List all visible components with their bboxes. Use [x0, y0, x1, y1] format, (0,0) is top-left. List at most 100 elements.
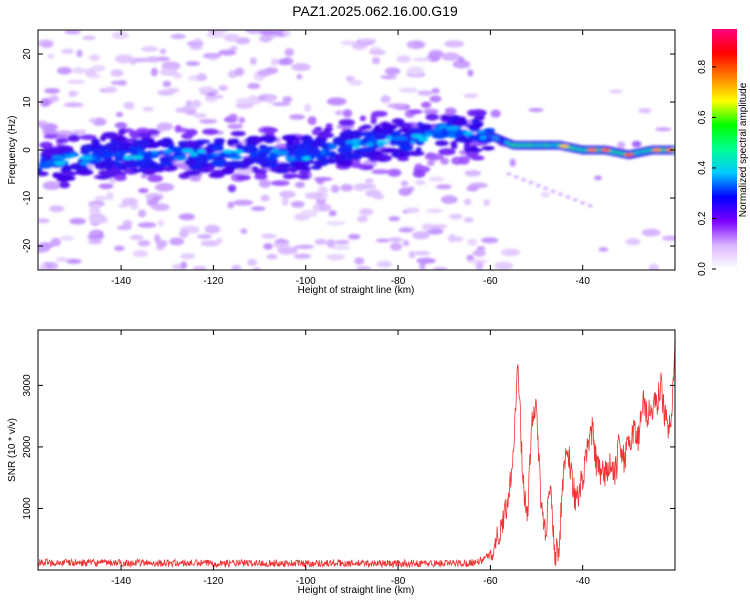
snr-series-line — [38, 331, 675, 569]
heatmap-cell — [417, 90, 433, 96]
heatmap-cell — [140, 174, 148, 179]
heatmap-cell — [361, 151, 376, 158]
heatmap-cell — [521, 178, 527, 182]
heatmap-cell — [240, 228, 248, 234]
heatmap-cell — [38, 120, 48, 127]
spectrogram-y-tick-label: 0 — [22, 147, 33, 153]
heatmap-cell — [348, 233, 361, 240]
heatmap-cell — [145, 56, 161, 63]
heatmap-cell — [400, 180, 409, 187]
heatmap-cell — [376, 260, 393, 268]
heatmap-cell — [445, 126, 461, 131]
snr-x-tick-label: -100 — [296, 576, 316, 587]
heatmap-cell — [304, 103, 312, 113]
heatmap-cell — [179, 229, 189, 238]
heatmap-cell — [189, 44, 203, 50]
heatmap-cell — [142, 106, 154, 112]
heatmap-cell — [416, 257, 436, 264]
heatmap-cell — [351, 42, 368, 50]
heatmap-cell — [389, 138, 397, 146]
heatmap-cell — [38, 218, 50, 224]
heatmap-cell — [464, 141, 471, 150]
heatmap-cell — [197, 234, 212, 239]
heatmap-cell — [41, 129, 59, 135]
heatmap-cell — [236, 174, 251, 181]
heatmap-cell — [132, 249, 149, 258]
heatmap-cell — [359, 208, 374, 216]
heatmap-cell — [64, 30, 82, 35]
heatmap-cell — [476, 130, 487, 135]
heatmap-cell — [304, 192, 324, 200]
heatmap-cell — [197, 149, 206, 154]
heatmap-cell — [88, 54, 101, 62]
spectrogram-x-tick-label: -120 — [203, 276, 223, 287]
heatmap-cell — [137, 131, 152, 139]
heatmap-cell — [399, 124, 413, 129]
heatmap-cell — [250, 206, 266, 212]
heatmap-cell — [238, 116, 246, 124]
heatmap-cell — [170, 33, 186, 40]
heatmap-cell — [204, 224, 221, 234]
heatmap-cell — [208, 172, 225, 179]
heatmap-cell — [580, 201, 586, 205]
heatmap-cell — [361, 124, 373, 130]
heatmap-cell — [413, 57, 432, 62]
heatmap-cell — [387, 168, 402, 177]
heatmap-cell — [60, 235, 75, 241]
heatmap-cell — [543, 186, 549, 190]
heatmap-cell — [136, 127, 150, 133]
heatmap-cell — [598, 247, 609, 252]
heatmap-cell — [481, 145, 495, 151]
heatmap-cell — [281, 134, 298, 141]
heatmap-cell — [105, 142, 119, 150]
heatmap-cell — [151, 150, 159, 155]
heatmap-cell — [162, 80, 172, 88]
heatmap-cell — [291, 63, 311, 72]
heatmap-cell — [311, 128, 319, 136]
heatmap-cell — [352, 144, 360, 149]
heatmap-cell — [257, 151, 269, 158]
heatmap-cell — [152, 203, 170, 212]
heatmap-cell — [326, 253, 345, 261]
heatmap-cell — [103, 133, 118, 139]
heatmap-cell — [406, 66, 424, 76]
heatmap-cell — [265, 95, 275, 104]
heatmap-cell — [88, 118, 96, 123]
heatmap-cell — [228, 113, 238, 120]
heatmap-cell — [638, 107, 652, 114]
snr-x-tick-label: -80 — [391, 576, 406, 587]
heatmap-cell — [370, 118, 377, 125]
heatmap-cell — [334, 153, 345, 162]
heatmap-cell — [82, 35, 96, 41]
heatmap-cell — [357, 215, 369, 223]
heatmap-cell — [325, 221, 346, 226]
heatmap-cell — [558, 192, 564, 196]
heatmap-cell — [481, 237, 499, 244]
heatmap-cell — [286, 156, 297, 161]
heatmap-cell — [265, 156, 277, 161]
heatmap-cell — [113, 174, 127, 182]
heatmap-cell — [426, 208, 444, 213]
heatmap-cell — [388, 237, 403, 242]
snr-y-tick-label: 1000 — [22, 497, 33, 520]
heatmap-cell — [454, 137, 472, 143]
heatmap-cell — [263, 243, 273, 250]
heatmap-cell — [202, 128, 219, 135]
heatmap-cell — [159, 48, 167, 55]
snr-plot-area — [38, 330, 675, 570]
snr-panel: -140 -120 -100 -80 -60 -40 1000 2000 3000 Heigh… — [7, 329, 676, 596]
heatmap-cell — [113, 245, 125, 252]
heatmap-cell — [160, 137, 173, 146]
heatmap-cell — [423, 108, 439, 115]
heatmap-cell — [594, 175, 603, 181]
heatmap-cell — [254, 173, 268, 180]
heatmap-cell — [39, 263, 47, 270]
heatmap-cell — [344, 129, 353, 135]
heatmap-cell — [528, 181, 534, 185]
heatmap-cell — [415, 147, 422, 152]
heatmap-cell — [61, 170, 78, 177]
heatmap-cell — [89, 215, 109, 225]
heatmap-cell — [67, 134, 81, 142]
heatmap-cell — [218, 49, 237, 56]
heatmap-cell — [273, 242, 288, 248]
